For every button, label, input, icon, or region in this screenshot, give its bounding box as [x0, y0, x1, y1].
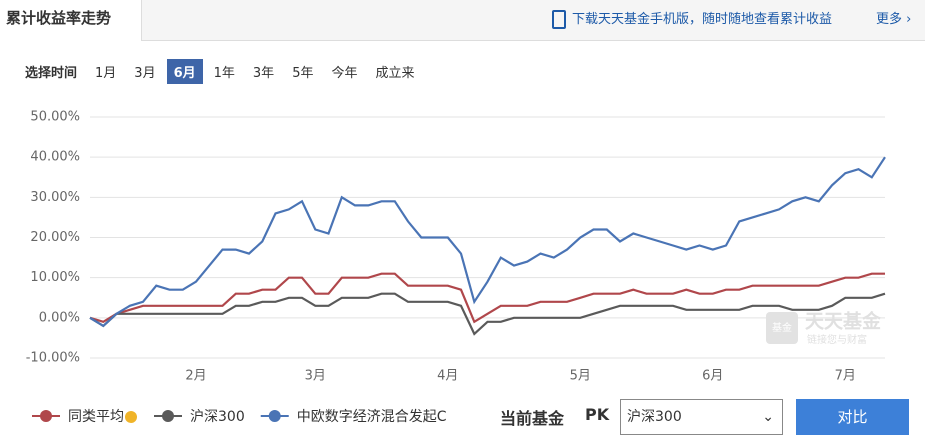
more-text[interactable]: 更多	[876, 12, 903, 27]
time-option[interactable]: 1年	[213, 66, 235, 81]
legend-marker	[162, 410, 174, 422]
y-tick-label: 10.00%	[30, 270, 80, 285]
x-tick-label: 2月	[185, 369, 206, 384]
watermark-logo-text: 基金	[772, 321, 792, 334]
y-tick-label: 0.00%	[39, 310, 80, 325]
time-option[interactable]: 5年	[292, 66, 314, 81]
legend-marker	[40, 410, 52, 422]
download-link[interactable]: 下载天天基金手机版，随时随地查看累计收益	[552, 8, 832, 29]
time-option[interactable]: 成立来	[375, 66, 415, 81]
time-option[interactable]: 6月	[166, 59, 203, 84]
series-line	[89, 156, 886, 328]
header-bar	[0, 0, 925, 41]
current-fund-label: 当前基金	[500, 409, 565, 428]
time-option[interactable]: 1月	[95, 66, 117, 81]
time-bar: 选择时间 1月 3月 6月 1年 3年 5年 今年 成立来	[18, 59, 426, 84]
x-tick-label: 7月	[835, 369, 856, 384]
x-tick-label: 3月	[305, 369, 326, 384]
legend-label: 同类平均	[68, 409, 124, 425]
x-tick-label: 5月	[570, 369, 591, 384]
x-tick-label: 6月	[702, 369, 723, 384]
watermark-slogan: 链接您与财富	[807, 333, 867, 346]
legend: 同类平均 沪深300 中欧数字经济混合发起C	[32, 409, 447, 425]
compare-button[interactable]: 对比	[796, 399, 909, 435]
time-option[interactable]: 3月	[134, 66, 156, 81]
y-tick-label: -10.00%	[26, 351, 80, 366]
header-tab[interactable]: 累计收益率走势	[0, 0, 142, 41]
time-label: 选择时间	[25, 66, 78, 81]
more-link[interactable]: 更多 ›	[876, 12, 912, 27]
y-tick-label: 50.00%	[30, 110, 80, 125]
download-text[interactable]: 下载天天基金手机版，随时随地查看累计收益	[572, 12, 833, 27]
x-tick-label: 4月	[437, 369, 458, 384]
time-option[interactable]: 今年	[331, 66, 358, 81]
legend-marker	[268, 410, 281, 422]
time-option[interactable]: 3年	[252, 66, 275, 81]
y-tick-label: 30.00%	[30, 190, 80, 205]
legend-label: 中欧数字经济混合发起C	[297, 409, 447, 425]
series-line	[89, 272, 885, 324]
series-line	[89, 292, 886, 336]
select-text[interactable]: 沪深300	[627, 409, 682, 425]
pk-label: PK	[585, 405, 610, 424]
watermark-logo	[766, 312, 798, 344]
watermark-brand: 天天基金	[805, 310, 882, 333]
y-tick-label: 20.00%	[30, 230, 80, 245]
y-tick-label: 40.00%	[30, 150, 80, 165]
fund-select[interactable]: 沪深300 ⌄	[620, 399, 783, 435]
legend-label: 沪深300	[190, 409, 245, 425]
help-icon	[125, 411, 137, 423]
